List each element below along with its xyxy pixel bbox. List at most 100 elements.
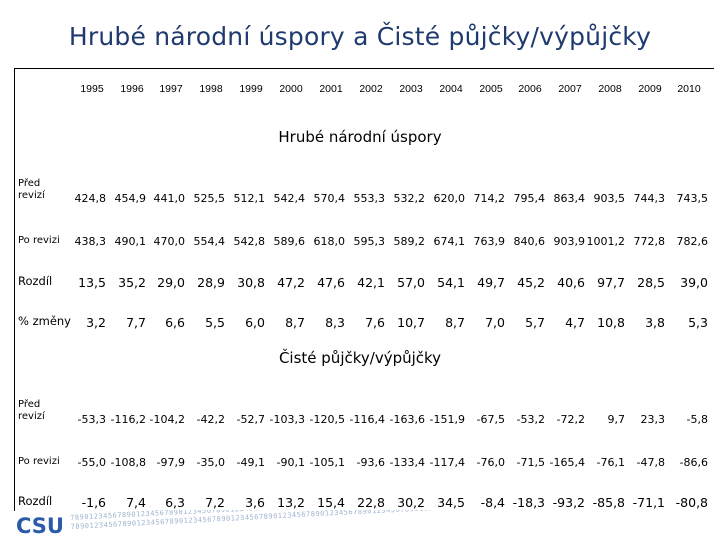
table-cell-2000: -103,3 [269, 413, 305, 426]
table-row: Před revizí 424,8 454,9 441,0 525,5 512,1 542,… [0, 178, 720, 205]
table-cell-2005: 714,2 [473, 192, 506, 205]
table-cell-2009: 28,5 [637, 275, 665, 290]
table-cell-1999: 30,8 [237, 275, 265, 290]
table-cell-2009: -71,1 [632, 495, 665, 510]
table-cell-2007: -93,2 [552, 495, 585, 510]
year-header-1996: 1996 [120, 83, 144, 95]
csu-logo-text: CSU [16, 514, 64, 538]
year-header-2006: 2006 [518, 83, 542, 95]
table-cell-2003: 532,2 [393, 192, 426, 205]
table-cell-2001: 8,3 [325, 315, 345, 330]
year-header-2000: 2000 [279, 83, 303, 95]
year-header-2010: 2010 [677, 83, 701, 95]
year-header-2009: 2009 [638, 83, 662, 95]
table-cell-1996: 454,9 [114, 192, 147, 205]
table-row: % změny 3,2 7,7 6,6 5,5 6,0 8,7 8,3 7,6 10,7 8,7 7,… [0, 315, 720, 339]
table-cell-2009: 23,3 [640, 413, 666, 426]
table-cell-2002: 22,8 [357, 495, 385, 510]
table-cell-2004: -151,9 [429, 413, 465, 426]
table-row: Po revizi 438,3 490,1 470,0 554,4 542,8 589,6 6… [0, 235, 720, 259]
table-cell-2000: -90,1 [276, 456, 305, 469]
table-cell-2002: -93,6 [356, 456, 385, 469]
table-cell-2008: 9,7 [607, 413, 626, 426]
table-cell-2005: 763,9 [473, 235, 506, 248]
table-cell-1996: 490,1 [114, 235, 147, 248]
table-cell-2006: 795,4 [513, 192, 546, 205]
table-cell-2006: -53,2 [516, 413, 545, 426]
table-cell-1998: -42,2 [196, 413, 225, 426]
row-label: Před revizí [18, 178, 45, 201]
table-cell-2006: -71,5 [516, 456, 545, 469]
table-cell-1995: -55,0 [77, 456, 106, 469]
table-cell-2002: 553,3 [353, 192, 386, 205]
table-cell-1998: 28,9 [197, 275, 225, 290]
table-cell-1999: 3,6 [245, 495, 265, 510]
table-cell-2010: 39,0 [680, 275, 708, 290]
table-cell-2005: -8,4 [480, 495, 505, 510]
table-cell-2007: 903,9 [553, 235, 586, 248]
table-cell-2007: 4,7 [565, 315, 585, 330]
year-header-2007: 2007 [558, 83, 582, 95]
table-cell-1996: -108,8 [110, 456, 146, 469]
table-cell-1999: 6,0 [245, 315, 265, 330]
table-cell-2005: 49,7 [477, 275, 505, 290]
table-cell-2001: 618,0 [313, 235, 346, 248]
year-header-row: 1995 1996 1997 1998 1999 2000 2001 2002 2003 2004… [0, 83, 720, 97]
table-cell-2008: -76,1 [596, 456, 625, 469]
year-header-2003: 2003 [399, 83, 423, 95]
section-title: Čisté půjčky/výpůjčky [278, 349, 442, 367]
table-cell-2005: 7,0 [485, 315, 505, 330]
table-cell-1998: 554,4 [193, 235, 226, 248]
table-cell-1996: 35,2 [118, 275, 146, 290]
table-cell-2000: 542,4 [273, 192, 306, 205]
table-frame [14, 68, 714, 511]
table-cell-1997: 6,6 [165, 315, 185, 330]
year-header-2004: 2004 [439, 83, 463, 95]
table-cell-2010: -86,6 [679, 456, 708, 469]
table-cell-2008: 1001,2 [586, 235, 626, 248]
row-label: Rozdíl [18, 494, 53, 508]
table-cell-2002: 7,6 [365, 315, 385, 330]
table-cell-2010: 743,5 [676, 192, 709, 205]
table-cell-1995: -53,3 [77, 413, 106, 426]
table-cell-1998: 5,5 [205, 315, 225, 330]
page-title: Hrubé národní úspory a Čisté půjčky/výpů… [68, 22, 652, 51]
table-cell-2004: 34,5 [437, 495, 465, 510]
table-cell-2007: -165,4 [549, 456, 585, 469]
table-cell-1997: 441,0 [153, 192, 186, 205]
table-cell-1995: 438,3 [74, 235, 107, 248]
table-cell-1999: 542,8 [233, 235, 266, 248]
table-cell-2001: 47,6 [317, 275, 345, 290]
table-cell-2000: 13,2 [277, 495, 305, 510]
table-cell-2001: 15,4 [317, 495, 345, 510]
table-row: Před revizí -53,3 -116,2 -104,2 -42,2 -52,7 -1… [0, 399, 720, 426]
table-cell-2005: -76,0 [476, 456, 505, 469]
table-cell-2003: 30,2 [397, 495, 425, 510]
table-cell-1999: -49,1 [236, 456, 265, 469]
year-header-2008: 2008 [598, 83, 622, 95]
table-cell-1998: 7,2 [205, 495, 225, 510]
table-cell-2009: -47,8 [636, 456, 665, 469]
table-cell-2001: 570,4 [313, 192, 346, 205]
row-label: Po revizi [18, 235, 60, 246]
table-cell-1997: -104,2 [149, 413, 185, 426]
table-cell-2007: 863,4 [553, 192, 586, 205]
table-cell-2009: 744,3 [633, 192, 666, 205]
table-cell-2007: -72,2 [556, 413, 585, 426]
table-cell-2006: -18,3 [512, 495, 545, 510]
table-cell-2008: -85,8 [592, 495, 625, 510]
table-cell-2008: 10,8 [597, 315, 625, 330]
section-title: Hrubé národní úspory [278, 128, 442, 146]
table-cell-2004: -117,4 [429, 456, 465, 469]
row-label: % změny [18, 314, 71, 328]
table-cell-1999: -52,7 [236, 413, 265, 426]
table-cell-1996: 7,7 [126, 315, 146, 330]
table-cell-1997: 29,0 [157, 275, 185, 290]
table-row: Rozdíl 13,5 35,2 29,0 28,9 30,8 47,2 47,6 42,1 57… [0, 275, 720, 299]
table-cell-2000: 589,6 [273, 235, 306, 248]
table-cell-2003: 589,2 [393, 235, 426, 248]
table-cell-1995: 424,8 [74, 192, 107, 205]
table-cell-2006: 840,6 [513, 235, 546, 248]
table-cell-2004: 674,1 [433, 235, 466, 248]
table-cell-2006: 45,2 [517, 275, 545, 290]
